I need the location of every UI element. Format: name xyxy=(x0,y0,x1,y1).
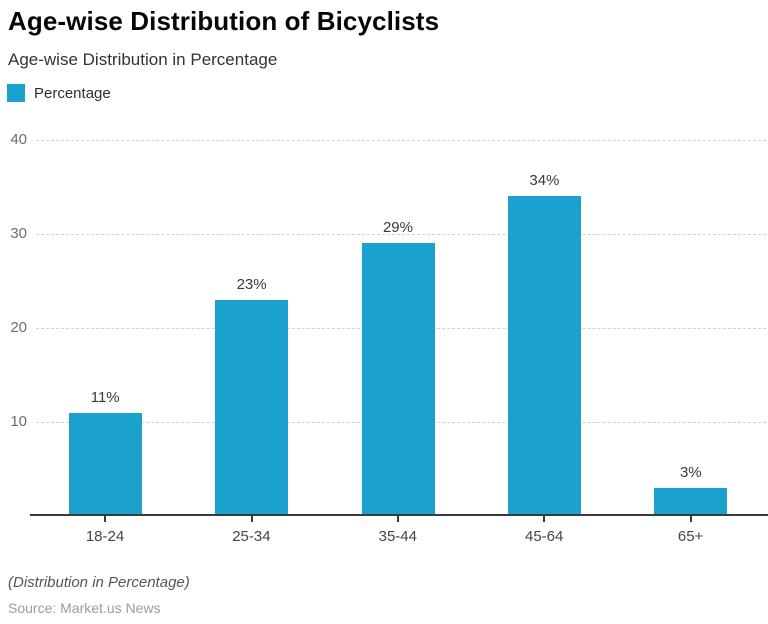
bar-25-34[interactable] xyxy=(215,299,289,516)
chart-footnote: (Distribution in Percentage) xyxy=(8,574,190,591)
chart-plot-area: 11% 23% 29% 34% 3% xyxy=(32,140,766,516)
gridline-30 xyxy=(36,234,766,235)
chart-subtitle: Age-wise Distribution in Percentage xyxy=(8,50,278,69)
y-tick-label-30: 30 xyxy=(10,225,27,242)
bar-45-64[interactable] xyxy=(507,196,581,516)
gridline-40 xyxy=(36,140,766,141)
x-tick-label-65+: 65+ xyxy=(677,528,704,545)
value-label-25-34: 23% xyxy=(236,275,267,293)
x-tick-label-35-44: 35-44 xyxy=(378,528,417,545)
x-tick-label-25-34: 25-34 xyxy=(232,528,271,545)
value-label-35-44: 29% xyxy=(382,219,413,237)
value-label-65+: 3% xyxy=(679,463,702,481)
x-tick-label-18-24: 18-24 xyxy=(85,528,125,545)
x-tick-18-24 xyxy=(104,516,107,522)
bar-35-44[interactable] xyxy=(361,243,435,516)
legend-item-label: Percentage xyxy=(34,84,111,102)
legend-item-percentage[interactable]: Percentage xyxy=(7,84,111,102)
x-tick-45-64 xyxy=(543,516,546,522)
x-tick-35-44 xyxy=(397,516,399,522)
source-credit: Source: Market.us News xyxy=(8,600,161,616)
value-label-18-24: 11% xyxy=(90,388,120,406)
page-title: Age-wise Distribution of Bicyclists xyxy=(8,6,440,36)
x-tick-label-45-64: 45-64 xyxy=(525,528,564,545)
x-axis-line xyxy=(30,514,768,516)
bar-65+[interactable] xyxy=(654,487,728,516)
y-tick-label-10: 10 xyxy=(10,413,27,430)
x-tick-25-34 xyxy=(250,516,253,522)
legend-swatch-icon xyxy=(7,84,25,102)
bar-18-24[interactable] xyxy=(68,412,142,516)
y-tick-label-40: 40 xyxy=(10,131,27,148)
value-label-45-64: 34% xyxy=(529,172,560,190)
y-tick-label-20: 20 xyxy=(10,319,27,336)
x-tick-65+ xyxy=(689,516,692,522)
